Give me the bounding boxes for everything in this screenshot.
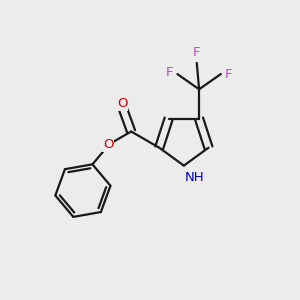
Text: O: O (117, 97, 128, 110)
Text: F: F (166, 66, 173, 79)
Text: F: F (193, 46, 200, 59)
Text: O: O (103, 137, 113, 151)
Text: NH: NH (184, 171, 204, 184)
Text: F: F (225, 68, 233, 81)
